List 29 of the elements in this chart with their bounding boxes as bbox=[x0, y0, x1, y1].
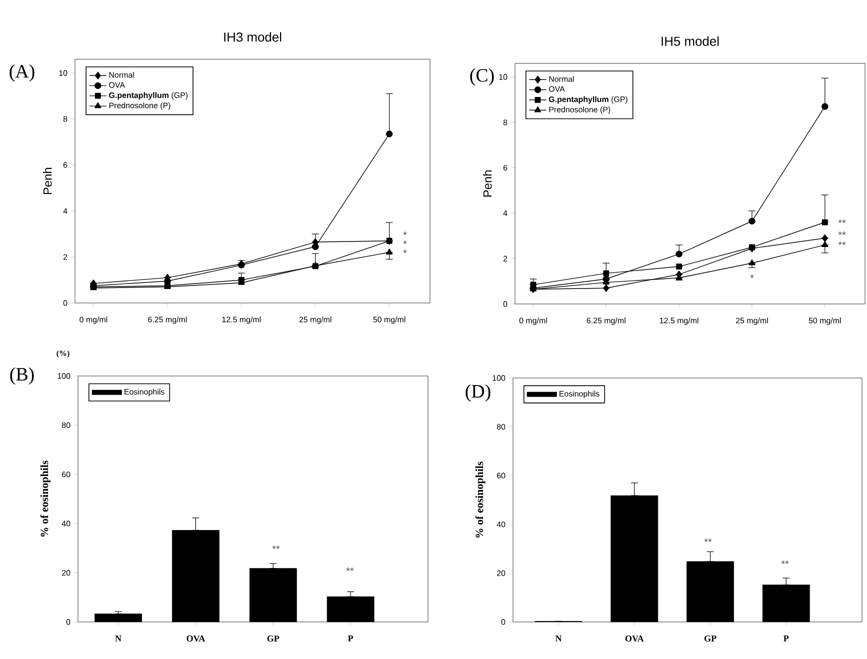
annotation: ** bbox=[781, 560, 789, 564]
chart-title: IH3 model bbox=[224, 32, 282, 42]
annotation: * bbox=[403, 240, 407, 244]
x-tick-label: GP bbox=[704, 636, 716, 642]
annotation: ** bbox=[838, 220, 846, 224]
y-axis-title: Penh bbox=[483, 170, 492, 197]
annotation: ** bbox=[838, 232, 846, 236]
x-tick-label: OVA bbox=[625, 636, 644, 642]
annotation: * bbox=[750, 274, 754, 278]
x-tick-label: N bbox=[555, 636, 562, 642]
y-axis-title: % of eosinophils bbox=[475, 462, 486, 538]
text: (C) bbox=[470, 68, 494, 86]
x-tick-label: OVA bbox=[186, 636, 206, 642]
annotation: * bbox=[403, 250, 407, 254]
y-axis-title: Penh bbox=[43, 168, 52, 194]
y-axis-title: % of eosinophils bbox=[40, 460, 50, 537]
x-tick-label: N bbox=[115, 636, 122, 642]
chart-title: IH5 model bbox=[662, 36, 719, 46]
annotation: ** bbox=[272, 546, 280, 550]
text: (A) bbox=[10, 64, 34, 82]
annotation: ** bbox=[704, 538, 712, 542]
annotation: ** bbox=[838, 242, 846, 246]
x-tick-label: P bbox=[784, 636, 789, 642]
x-tick-label: GP bbox=[267, 636, 280, 642]
annotation: * bbox=[403, 232, 407, 236]
text: (B) bbox=[10, 367, 34, 385]
text: (D) bbox=[466, 384, 490, 402]
annotation: ** bbox=[346, 568, 354, 572]
x-tick-label: P bbox=[348, 636, 354, 642]
